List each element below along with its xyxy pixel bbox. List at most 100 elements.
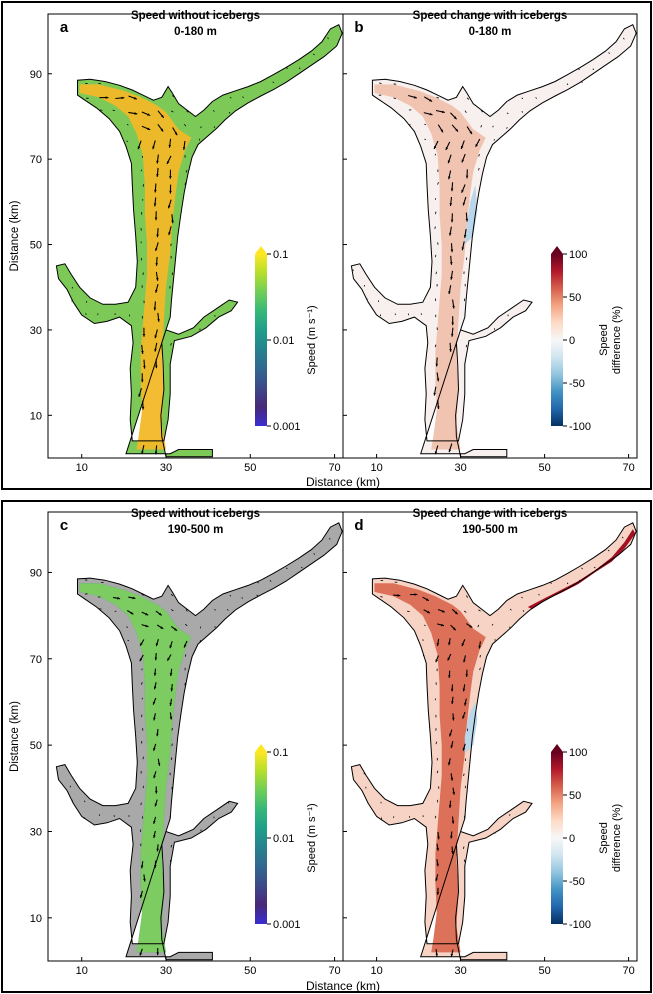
velocity-arrow: [509, 608, 512, 611]
arrow-head: [447, 160, 451, 164]
y-tick-label: 90: [30, 567, 42, 579]
arrow-head: [448, 762, 451, 766]
panel-plot-area: [350, 24, 637, 458]
velocity-arrow: [226, 609, 229, 611]
velocity-arrow: [437, 182, 439, 185]
arrow-head: [449, 232, 452, 236]
arrow-head: [440, 129, 443, 133]
fjord-outline: [350, 522, 637, 961]
y-tick-label: 30: [30, 325, 42, 337]
x-tick-label: 10: [76, 965, 88, 977]
velocity-arrow: [608, 52, 611, 54]
arrow-head: [171, 220, 174, 224]
arrow-head: [134, 112, 138, 115]
arrow-head: [154, 217, 158, 221]
velocity-vectors: [363, 536, 624, 957]
arrow-head: [140, 865, 144, 869]
panel-subtitle: 190-500 m: [168, 524, 224, 536]
velocity-arrow: [424, 123, 427, 126]
velocity-arrow: [592, 68, 595, 71]
arrow-head: [448, 675, 451, 678]
colorbar-extend-arrow: [255, 246, 267, 254]
arrow-head: [448, 176, 451, 180]
y-tick-label: 10: [30, 410, 42, 422]
panel-title: Speed change with icebergs: [413, 508, 568, 520]
x-tick-label: 30: [454, 965, 466, 977]
arrow-head: [450, 688, 454, 692]
velocity-arrow: [126, 626, 129, 628]
velocity-arrow: [286, 567, 288, 570]
velocity-arrow: [492, 125, 494, 128]
velocity-arrow: [479, 667, 481, 671]
velocity-arrow: [623, 37, 625, 40]
arrow-head: [429, 112, 433, 116]
panel-frame: [342, 511, 638, 962]
colorbar-speed: 0.1 0.01 0.001 Speed (m s⁻¹): [255, 744, 318, 931]
velocity-arrow: [184, 123, 187, 127]
velocity-arrow: [185, 654, 187, 657]
arrow-head: [478, 645, 481, 649]
velocity-arrow: [550, 582, 552, 584]
colorbar-tick-label: 0.01: [273, 335, 294, 347]
arrow-head: [463, 659, 466, 663]
land-mask: [56, 522, 343, 960]
arrow-head: [137, 146, 141, 150]
colorbar-extend-arrow: [551, 246, 563, 254]
arrow-head: [153, 672, 157, 676]
arrow-head: [452, 717, 455, 721]
colorbar-tick-label: 0.001: [273, 421, 301, 433]
velocity-arrow: [477, 624, 480, 628]
colorbar-tick-label: 100: [569, 249, 587, 261]
velocity-arrow: [185, 170, 188, 173]
arrow-head: [448, 291, 451, 294]
arrow-head: [147, 113, 151, 116]
arrow-head: [454, 611, 458, 615]
arrow-head: [156, 234, 159, 238]
colorbar-tick-label: 0: [569, 335, 575, 347]
arrow-head: [130, 611, 134, 615]
panel-subtitle: 190-500 m: [462, 524, 518, 536]
arrow-head: [437, 406, 440, 409]
velocity-arrow: [200, 126, 202, 129]
y-tick-label: 50: [30, 740, 42, 752]
arrow-head: [169, 645, 173, 649]
arrow-head: [155, 263, 158, 266]
velocity-arrow: [465, 344, 468, 348]
arrow-head: [139, 658, 143, 662]
velocity-arrow: [566, 582, 569, 585]
arrow-head: [435, 363, 439, 367]
velocity-arrow: [184, 682, 186, 686]
arrow-head: [426, 610, 430, 614]
velocity-arrow: [313, 53, 315, 56]
arrow-head: [469, 131, 472, 135]
x-tick-label: 30: [160, 965, 172, 977]
water-field: [56, 24, 343, 457]
arrow-head: [397, 594, 401, 597]
arrow-head: [451, 333, 454, 337]
arrow-head: [169, 673, 173, 676]
colorbar-label: Speed (m s⁻¹): [306, 305, 318, 374]
panel-subtitle: 0-180 m: [174, 26, 217, 38]
velocity-arrow: [126, 124, 129, 126]
velocity-arrow: [228, 111, 231, 114]
velocity-arrow: [213, 126, 216, 129]
velocity-arrow: [184, 182, 187, 186]
colorbar-speed: 0.1 0.01 0.001 Speed (m s⁻¹): [255, 246, 318, 433]
arrow-head: [182, 147, 186, 150]
x-axis-label-top: Distance (km): [306, 475, 380, 489]
bottom-figure-frame: [1, 500, 652, 993]
panel-letter: d: [354, 517, 363, 534]
velocity-arrow: [506, 112, 509, 115]
velocity-arrow: [140, 802, 142, 806]
colorbar-tick-label: -50: [569, 876, 585, 888]
arrow-head: [169, 716, 173, 720]
velocity-arrow: [506, 127, 508, 129]
arrow-head: [435, 659, 438, 663]
velocity-arrow: [171, 110, 174, 113]
velocity-arrow: [141, 682, 143, 685]
velocity-arrow: [521, 110, 524, 113]
colorbar-tick-label: 0.1: [273, 747, 288, 759]
velocity-arrow: [140, 169, 142, 172]
velocity-arrow: [126, 140, 129, 143]
arrow-head: [168, 232, 171, 236]
